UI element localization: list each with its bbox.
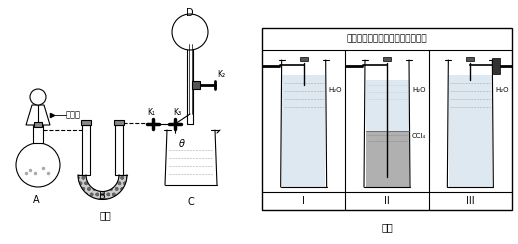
Text: 图一: 图一: [99, 210, 111, 220]
Text: K₃: K₃: [173, 108, 181, 117]
Circle shape: [16, 143, 60, 187]
Bar: [81, 120, 91, 125]
Text: I: I: [302, 196, 305, 206]
Text: 浓氨水: 浓氨水: [66, 111, 81, 120]
Bar: [187, 44, 193, 124]
Bar: [449, 75, 492, 187]
Bar: [366, 131, 409, 187]
Text: 备选装置（其中水中含酚酞试液）: 备选装置（其中水中含酚酞试液）: [347, 34, 427, 43]
Text: H₂O: H₂O: [412, 87, 425, 93]
Text: θ: θ: [179, 139, 185, 149]
Bar: [300, 57, 308, 61]
Bar: [282, 75, 325, 187]
Bar: [492, 58, 500, 74]
Bar: [466, 57, 474, 61]
Text: 图二: 图二: [381, 222, 393, 232]
Text: III: III: [466, 196, 474, 206]
Bar: [82, 125, 90, 175]
Polygon shape: [78, 175, 127, 199]
Polygon shape: [26, 105, 50, 125]
Bar: [114, 120, 124, 125]
Text: H₂O: H₂O: [328, 87, 342, 93]
Circle shape: [172, 14, 208, 50]
Text: K₁: K₁: [147, 108, 155, 117]
Text: D: D: [186, 8, 194, 18]
Text: II: II: [384, 196, 390, 206]
Bar: [82, 130, 90, 170]
Bar: [192, 81, 200, 89]
Bar: [262, 28, 512, 210]
Bar: [33, 125, 43, 143]
Text: CCl₄: CCl₄: [412, 133, 426, 140]
Bar: [383, 57, 391, 61]
Text: K₂: K₂: [217, 70, 225, 79]
Text: A: A: [33, 195, 39, 205]
Bar: [366, 80, 409, 131]
Text: H₂O: H₂O: [495, 87, 509, 93]
Text: B: B: [99, 191, 106, 201]
Bar: [116, 130, 122, 170]
Bar: [34, 122, 42, 127]
Bar: [115, 125, 123, 175]
Text: C: C: [188, 197, 194, 207]
Circle shape: [30, 89, 46, 105]
